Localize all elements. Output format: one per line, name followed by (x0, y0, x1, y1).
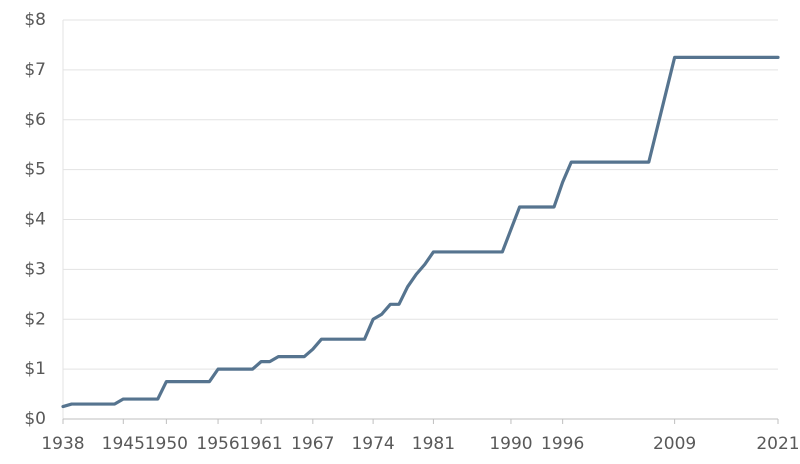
y-tick-label: $3 (24, 259, 46, 279)
x-tick-label: 1981 (412, 434, 455, 454)
x-tick-label: 1956 (196, 434, 239, 454)
x-tick-label: 1950 (145, 434, 188, 454)
x-tick-label: 1945 (102, 434, 145, 454)
x-tick-label: 1961 (239, 434, 282, 454)
x-tick-label: 1974 (351, 434, 394, 454)
x-tick-label: 1938 (41, 434, 84, 454)
x-tick-label: 1967 (291, 434, 334, 454)
x-tick-label: 1996 (541, 434, 584, 454)
x-tick-label: 2009 (653, 434, 696, 454)
y-tick-label: $0 (24, 409, 46, 429)
data-line (61, 55, 780, 409)
y-tick-label: $5 (24, 160, 46, 180)
y-tick-label: $7 (24, 60, 46, 80)
y-tick-label: $2 (24, 309, 46, 329)
x-tick-label: 2021 (756, 434, 799, 454)
y-tick-label: $8 (24, 10, 46, 30)
y-tick-label: $6 (24, 110, 46, 130)
y-tick-label: $4 (24, 210, 46, 230)
x-tick-label: 1990 (489, 434, 532, 454)
y-tick-label: $1 (24, 359, 46, 379)
